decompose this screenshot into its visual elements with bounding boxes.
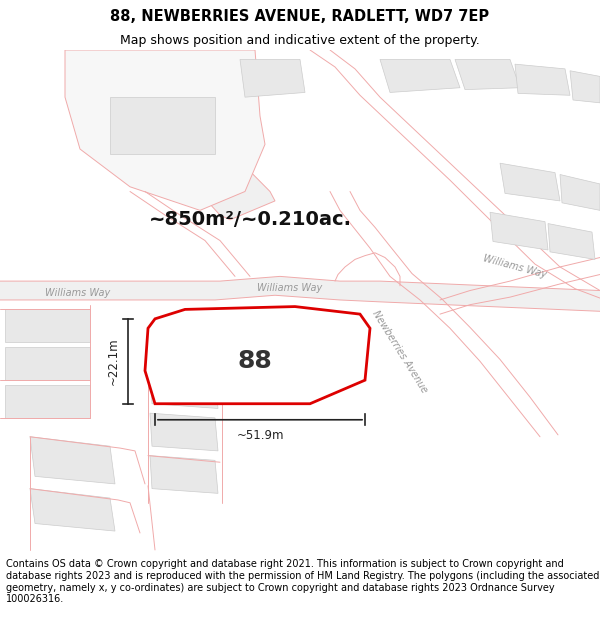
- Text: Contains OS data © Crown copyright and database right 2021. This information is : Contains OS data © Crown copyright and d…: [6, 559, 599, 604]
- Polygon shape: [5, 309, 90, 342]
- Text: 88: 88: [238, 349, 272, 373]
- Text: 88, NEWBERRIES AVENUE, RADLETT, WD7 7EP: 88, NEWBERRIES AVENUE, RADLETT, WD7 7EP: [110, 9, 490, 24]
- Polygon shape: [220, 344, 310, 371]
- Text: ~22.1m: ~22.1m: [107, 338, 120, 385]
- Polygon shape: [548, 224, 595, 259]
- Text: Williams Way: Williams Way: [482, 254, 548, 280]
- Polygon shape: [65, 50, 265, 211]
- Polygon shape: [195, 328, 285, 376]
- Text: Williams Way: Williams Way: [257, 282, 323, 292]
- Polygon shape: [145, 307, 370, 404]
- Polygon shape: [220, 309, 310, 342]
- Polygon shape: [150, 371, 218, 409]
- Polygon shape: [5, 347, 90, 380]
- Polygon shape: [490, 213, 548, 250]
- Polygon shape: [570, 71, 600, 103]
- Polygon shape: [30, 489, 115, 531]
- Polygon shape: [150, 413, 218, 451]
- Text: ~850m²/~0.210ac.: ~850m²/~0.210ac.: [149, 210, 352, 229]
- Polygon shape: [560, 174, 600, 211]
- Polygon shape: [150, 456, 218, 493]
- Text: Map shows position and indicative extent of the property.: Map shows position and indicative extent…: [120, 34, 480, 48]
- Text: Newberries Avenue: Newberries Avenue: [371, 309, 430, 395]
- Text: Williams Way: Williams Way: [46, 288, 110, 298]
- Polygon shape: [110, 97, 215, 154]
- Polygon shape: [95, 50, 275, 220]
- Text: ~51.9m: ~51.9m: [236, 429, 284, 442]
- Polygon shape: [380, 59, 460, 92]
- Polygon shape: [5, 385, 90, 418]
- Polygon shape: [500, 163, 560, 201]
- Polygon shape: [240, 59, 305, 97]
- Polygon shape: [515, 64, 570, 95]
- Polygon shape: [30, 437, 115, 484]
- Polygon shape: [455, 59, 520, 89]
- Polygon shape: [0, 276, 600, 311]
